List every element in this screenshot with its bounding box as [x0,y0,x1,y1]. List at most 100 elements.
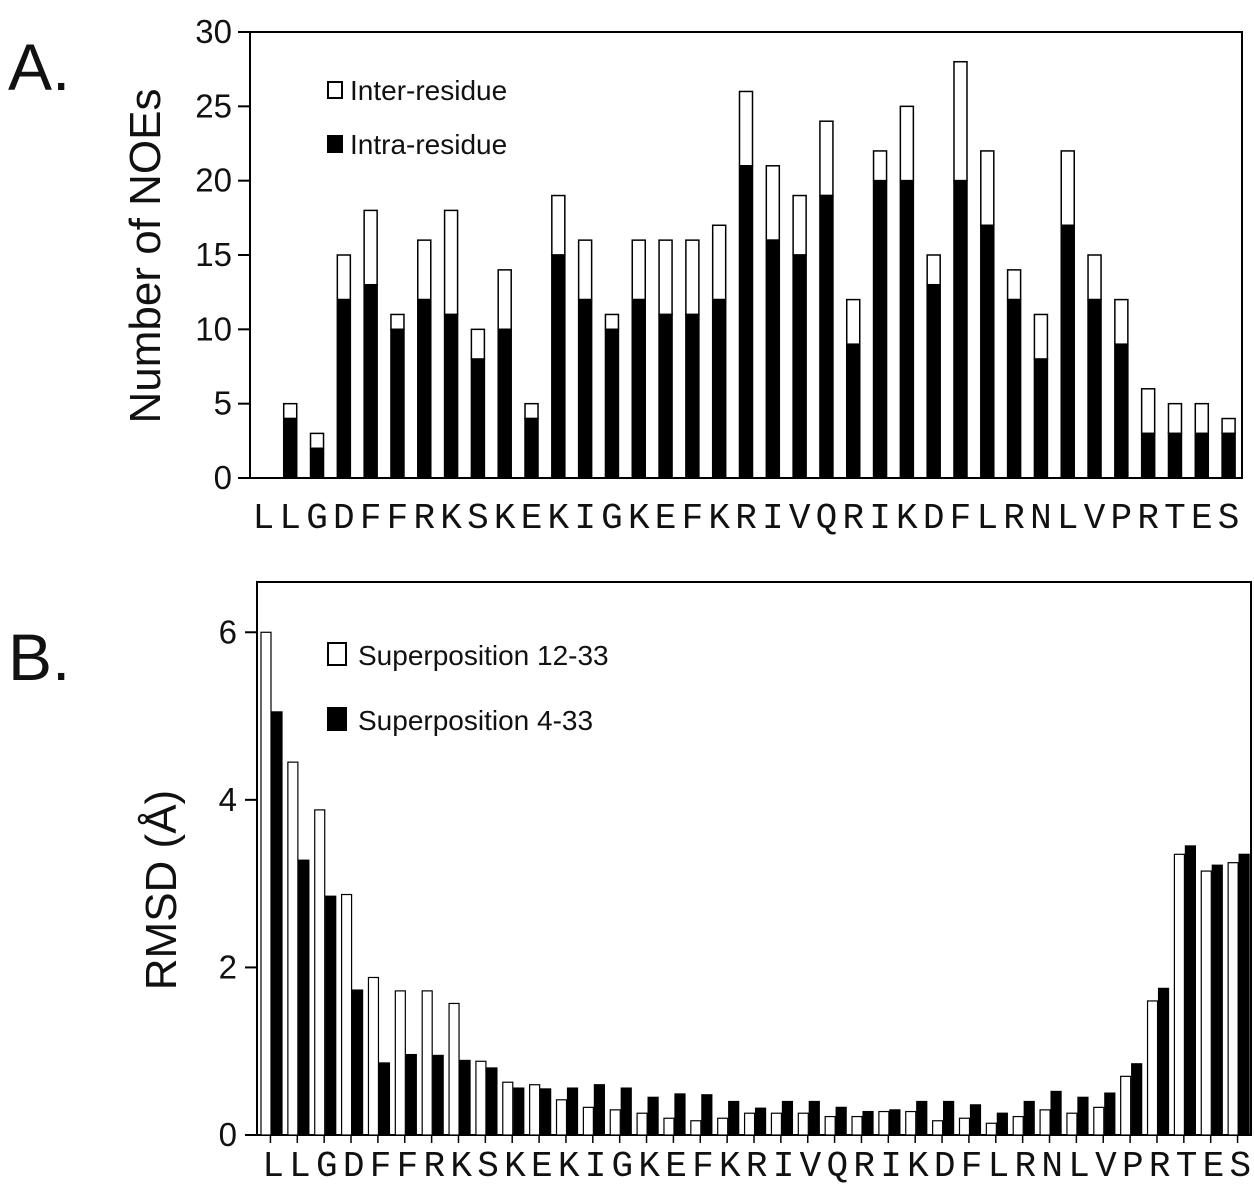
panel-a-x-tick-label: I [869,498,891,539]
bar-intra-residue [980,224,995,479]
bar-superposition-12-33 [529,1084,541,1136]
bar-superposition-12-33 [1146,1000,1159,1136]
panel-a-y-tick-label: 0 [214,459,232,496]
bar-inter-residue [1060,150,1075,227]
bar-intra-residue [845,343,861,479]
bar-superposition-12-33 [1173,853,1186,1136]
bar-superposition-12-33 [1012,1115,1024,1136]
panel-b-x-tick-label: L [262,1146,284,1186]
bar-superposition-4-33 [1131,1063,1143,1136]
panel-b-x-tick-label: R [1149,1146,1171,1186]
bar-superposition-12-33 [1093,1106,1105,1136]
bar-inter-residue [470,328,486,360]
bar-inter-residue [819,120,834,197]
legend-label-superposition-4-33: Superposition 4-33 [358,705,593,736]
legend-swatch-intra-residue [327,135,343,153]
panel-b-y-tick-label: 6 [219,613,237,650]
bar-intra-residue [577,298,593,479]
bar-superposition-12-33 [448,1002,460,1136]
bar-intra-residue [1006,298,1022,479]
bar-inter-residue [685,239,700,316]
bar-superposition-12-33 [690,1120,702,1136]
bar-inter-residue [953,60,968,182]
bar-superposition-12-33 [985,1122,997,1136]
bar-superposition-12-33 [636,1112,648,1136]
legend-label-inter-residue: Inter-residue [350,75,507,106]
bar-inter-residue [980,150,995,227]
panel-b-x-tick-label: R [424,1146,446,1186]
panel-b-bars [260,631,1250,1143]
panel-b-x-tick-label: L [988,1146,1010,1186]
panel-a-x-tick-label: K [440,498,462,539]
bar-superposition-4-33 [781,1100,794,1136]
bar-inter-residue [1087,254,1102,301]
bar-inter-residue [282,402,298,420]
bar-superposition-4-33 [808,1100,820,1136]
panel-a-x-tick-label: R [1137,498,1159,539]
bar-superposition-4-33 [862,1110,874,1136]
bar-superposition-12-33 [905,1110,917,1136]
bar-inter-residue [577,239,593,301]
panel-b-x-tick-label: T [1176,1146,1198,1186]
bar-superposition-4-33 [835,1106,847,1136]
bar-intra-residue [1060,224,1075,479]
bar-intra-residue [1140,432,1156,479]
panel-b-x-tick-label: K [907,1146,929,1186]
bar-superposition-4-33 [1211,864,1223,1136]
panel-a-x-tick-label: K [896,498,918,539]
bar-superposition-4-33 [1157,987,1170,1136]
bar-superposition-12-33 [340,893,353,1136]
bar-inter-residue [1167,402,1183,435]
bar-superposition-4-33 [513,1087,525,1136]
panel-b-x-tick-label: D [934,1146,956,1186]
bar-superposition-12-33 [663,1117,675,1136]
panel-a-x-tick-label: R [413,498,435,539]
bar-superposition-4-33 [405,1053,417,1136]
panel-b-x-tick-label: I [585,1146,607,1186]
panel-b-x-tick-label: F [961,1146,983,1186]
panel-a-x-tick-label: F [387,498,409,539]
bar-superposition-12-33 [394,990,406,1136]
panel-b-x-tick-label: Q [826,1146,848,1186]
bar-intra-residue [363,283,378,479]
bar-inter-residue [497,269,512,331]
bar-inter-residue [899,105,915,182]
bar-intra-residue [953,179,968,479]
bar-superposition-12-33 [770,1112,783,1136]
panel-a-x-tick-label: K [628,498,650,539]
bar-superposition-12-33 [555,1099,568,1136]
bar-inter-residue [1221,417,1236,435]
panel-b-label: B. [8,620,70,694]
panel-b-x-tick-label: E [531,1146,553,1186]
bar-inter-residue [443,209,459,316]
legend-swatch-inter-residue [327,81,343,99]
bar-superposition-4-33 [271,711,283,1136]
bar-superposition-12-33 [287,761,299,1136]
bar-inter-residue [845,298,861,345]
bar-intra-residue [872,179,888,479]
bar-intra-residue [551,254,566,479]
panel-b-x-tick-label: K [504,1146,526,1186]
panel-a-label: A. [8,30,70,104]
panel-b-x-tick-label: I [880,1146,902,1186]
bar-inter-residue [524,402,539,420]
bar-superposition-4-33 [432,1054,444,1136]
panel-b-x-tick-label: R [1015,1146,1037,1186]
panel-b-y-ticks: 0 2 4 6 [219,613,257,1153]
bar-intra-residue [524,417,539,479]
bar-intra-residue [1087,298,1102,479]
legend-label-intra-residue: Intra-residue [350,129,507,160]
bar-intra-residue [282,417,298,479]
bar-intra-residue [738,165,754,479]
bar-superposition-4-33 [1104,1092,1116,1136]
panel-b-x-tick-label: K [450,1146,472,1186]
bar-superposition-12-33 [1120,1075,1132,1136]
bar-intra-residue [1221,432,1236,479]
bar-superposition-4-33 [620,1087,632,1136]
panel-a-y-tick-label: 15 [195,236,232,273]
panel-b-x-tick-label: G [316,1146,338,1186]
bar-intra-residue [309,447,325,479]
bar-superposition-12-33 [1039,1109,1051,1136]
bar-inter-residue [926,254,941,286]
